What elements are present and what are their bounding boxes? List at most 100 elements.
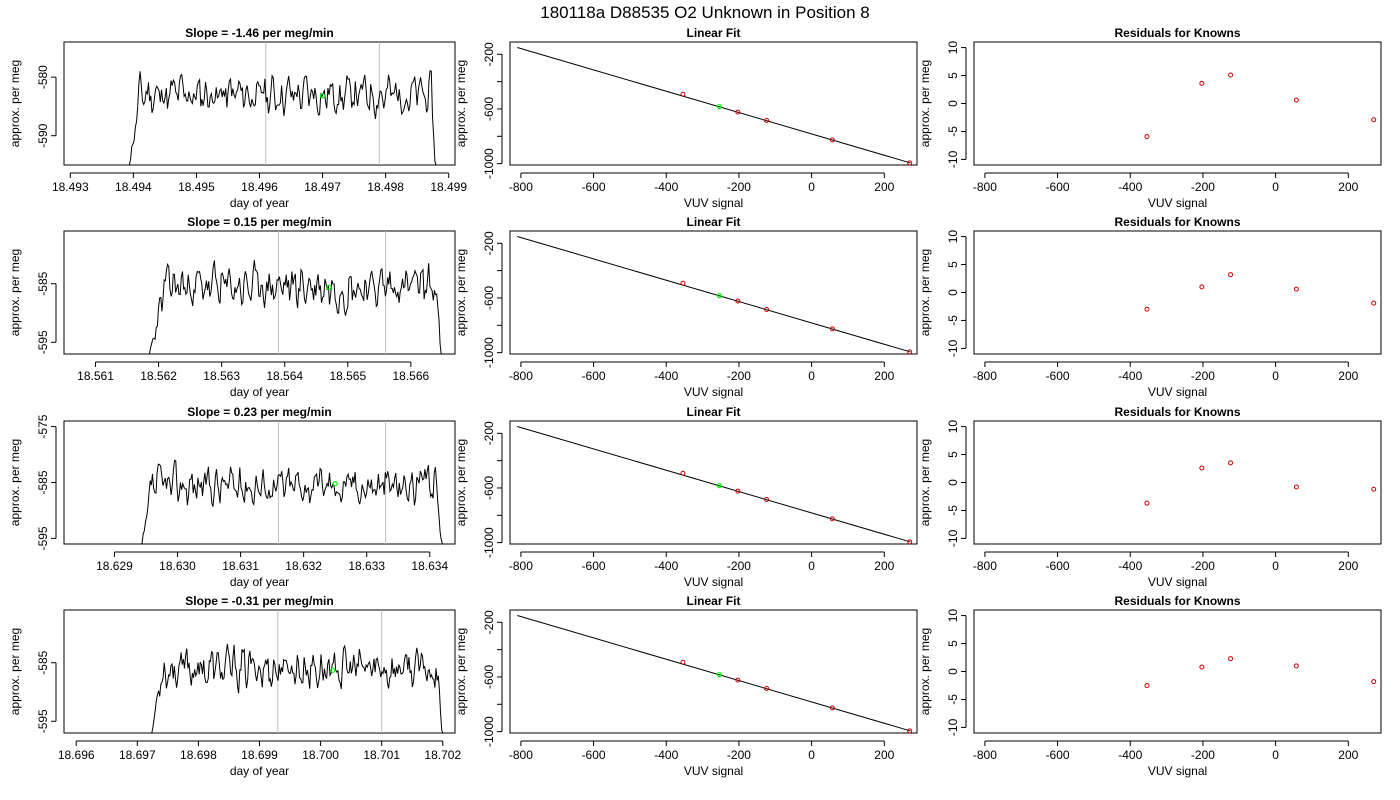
y-tick-label: -10 xyxy=(946,339,960,357)
x-axis-label: VUV signal xyxy=(684,385,743,399)
known-point xyxy=(907,160,913,166)
x-tick-label: -800 xyxy=(509,180,533,194)
y-tick-label: -10 xyxy=(946,150,960,168)
unknown-point xyxy=(716,104,722,110)
known-point xyxy=(680,470,686,476)
y-tick-label: -5 xyxy=(946,315,960,326)
x-tick-label: -600 xyxy=(1046,748,1070,762)
y-tick-label: -1000 xyxy=(482,527,496,558)
y-axis-label: approx. per meg xyxy=(454,439,468,526)
panel-title: Linear Fit xyxy=(686,594,740,608)
known-point xyxy=(907,539,913,545)
x-tick-label: 200 xyxy=(1338,559,1358,573)
y-tick-label: 5 xyxy=(946,451,960,458)
x-tick-label: 18.565 xyxy=(329,369,366,383)
x-tick-label: -400 xyxy=(654,559,678,573)
x-tick-label: 0 xyxy=(1272,748,1279,762)
plot-frame xyxy=(63,609,456,734)
known-point xyxy=(764,685,770,691)
x-tick-label: -800 xyxy=(973,369,997,383)
signal-trace xyxy=(149,643,444,734)
x-tick-label: 0 xyxy=(808,559,815,573)
x-tick-label: -600 xyxy=(582,180,606,194)
x-axis-label: VUV signal xyxy=(1148,764,1207,778)
known-point xyxy=(735,488,741,494)
x-tick-label: 200 xyxy=(874,369,894,383)
signal-trace xyxy=(139,459,443,545)
known-point xyxy=(764,117,770,123)
y-tick-label: 0 xyxy=(946,668,960,675)
x-tick-label: 0 xyxy=(808,180,815,194)
known-point xyxy=(764,496,770,502)
panel-title: Slope = -0.31 per meg/min xyxy=(185,594,333,608)
x-axis-label: VUV signal xyxy=(1148,575,1207,589)
y-tick-label: 0 xyxy=(946,289,960,296)
panel-title: Slope = 0.23 per meg/min xyxy=(187,405,331,419)
x-tick-label: 18.631 xyxy=(222,559,259,573)
residual-point xyxy=(1371,679,1377,685)
panel-title: Linear Fit xyxy=(686,26,740,40)
panel-title: Slope = -1.46 per meg/min xyxy=(185,26,333,40)
signal-trace xyxy=(127,69,437,166)
residual-point xyxy=(1144,682,1150,688)
plot-frame xyxy=(509,230,918,355)
fit-line xyxy=(517,235,911,353)
y-tick-label: -600 xyxy=(482,286,496,310)
known-point xyxy=(764,306,770,312)
fit-line xyxy=(517,425,911,543)
x-tick-label: 18.633 xyxy=(348,559,385,573)
y-tick-label: 10 xyxy=(946,420,960,434)
y-tick-label: -200 xyxy=(482,421,496,445)
timeseries-panel-2: -585 -595 18.561 18.562 18.563 18.564 18.565 18… xyxy=(8,215,456,399)
x-axis-label: VUV signal xyxy=(1148,196,1207,210)
residual-point xyxy=(1293,97,1299,103)
known-point xyxy=(829,516,835,522)
x-tick-label: 18.696 xyxy=(58,748,95,762)
fit-line xyxy=(517,46,911,164)
y-tick-label: 10 xyxy=(946,41,960,55)
x-tick-label: 0 xyxy=(1272,559,1279,573)
y-axis-label: approx. per meg xyxy=(8,249,22,336)
panel-title: Residuals for Knowns xyxy=(1114,594,1240,608)
x-tick-label: -800 xyxy=(973,180,997,194)
residuals-panel-3: 10 5 0 -5 -10 -800 -600 -400 -200 0 200 Residuals f… xyxy=(918,405,1382,589)
fit-line xyxy=(517,614,911,732)
residual-point xyxy=(1293,484,1299,490)
x-tick-label: -200 xyxy=(727,748,751,762)
unknown-mean-marker xyxy=(330,667,336,673)
x-tick-label: 18.702 xyxy=(424,748,461,762)
y-tick-label: -585 xyxy=(36,271,50,295)
panel-title: Residuals for Knowns xyxy=(1114,26,1240,40)
plot-frame xyxy=(509,609,918,734)
y-tick-label: -585 xyxy=(36,650,50,674)
x-tick-label: 18.566 xyxy=(393,369,430,383)
x-tick-label: 18.699 xyxy=(241,748,278,762)
known-point xyxy=(735,298,741,304)
known-point xyxy=(735,109,741,115)
residual-point xyxy=(1293,286,1299,292)
x-tick-label: -800 xyxy=(509,748,533,762)
unknown-point xyxy=(716,483,722,489)
y-tick-label: -5 xyxy=(946,505,960,516)
known-point xyxy=(907,349,913,355)
residual-point xyxy=(1144,500,1150,506)
residual-point xyxy=(1199,80,1205,86)
residual-point xyxy=(1371,300,1377,306)
y-tick-label: 5 xyxy=(946,640,960,647)
x-tick-label: -600 xyxy=(1046,180,1070,194)
x-tick-label: -200 xyxy=(1191,748,1215,762)
x-tick-label: -800 xyxy=(509,369,533,383)
x-tick-label: 200 xyxy=(874,559,894,573)
x-tick-label: -200 xyxy=(727,369,751,383)
x-tick-label: 18.497 xyxy=(304,180,341,194)
x-tick-label: 200 xyxy=(874,180,894,194)
residuals-panel-1: 10 5 0 -5 -10 -800 -600 -400 -200 0 200 Residuals f… xyxy=(918,26,1382,210)
y-axis-label: approx. per meg xyxy=(918,249,932,336)
y-axis-label: approx. per meg xyxy=(454,60,468,147)
residual-point xyxy=(1293,663,1299,669)
timeseries-panel-3: -575 -585 -595 18.629 18.630 18.631 18.632 18.6… xyxy=(8,405,456,589)
y-tick-label: -595 xyxy=(36,709,50,733)
y-tick-label: -1000 xyxy=(482,148,496,179)
plot-frame xyxy=(509,41,918,166)
x-tick-label: 18.564 xyxy=(266,369,303,383)
